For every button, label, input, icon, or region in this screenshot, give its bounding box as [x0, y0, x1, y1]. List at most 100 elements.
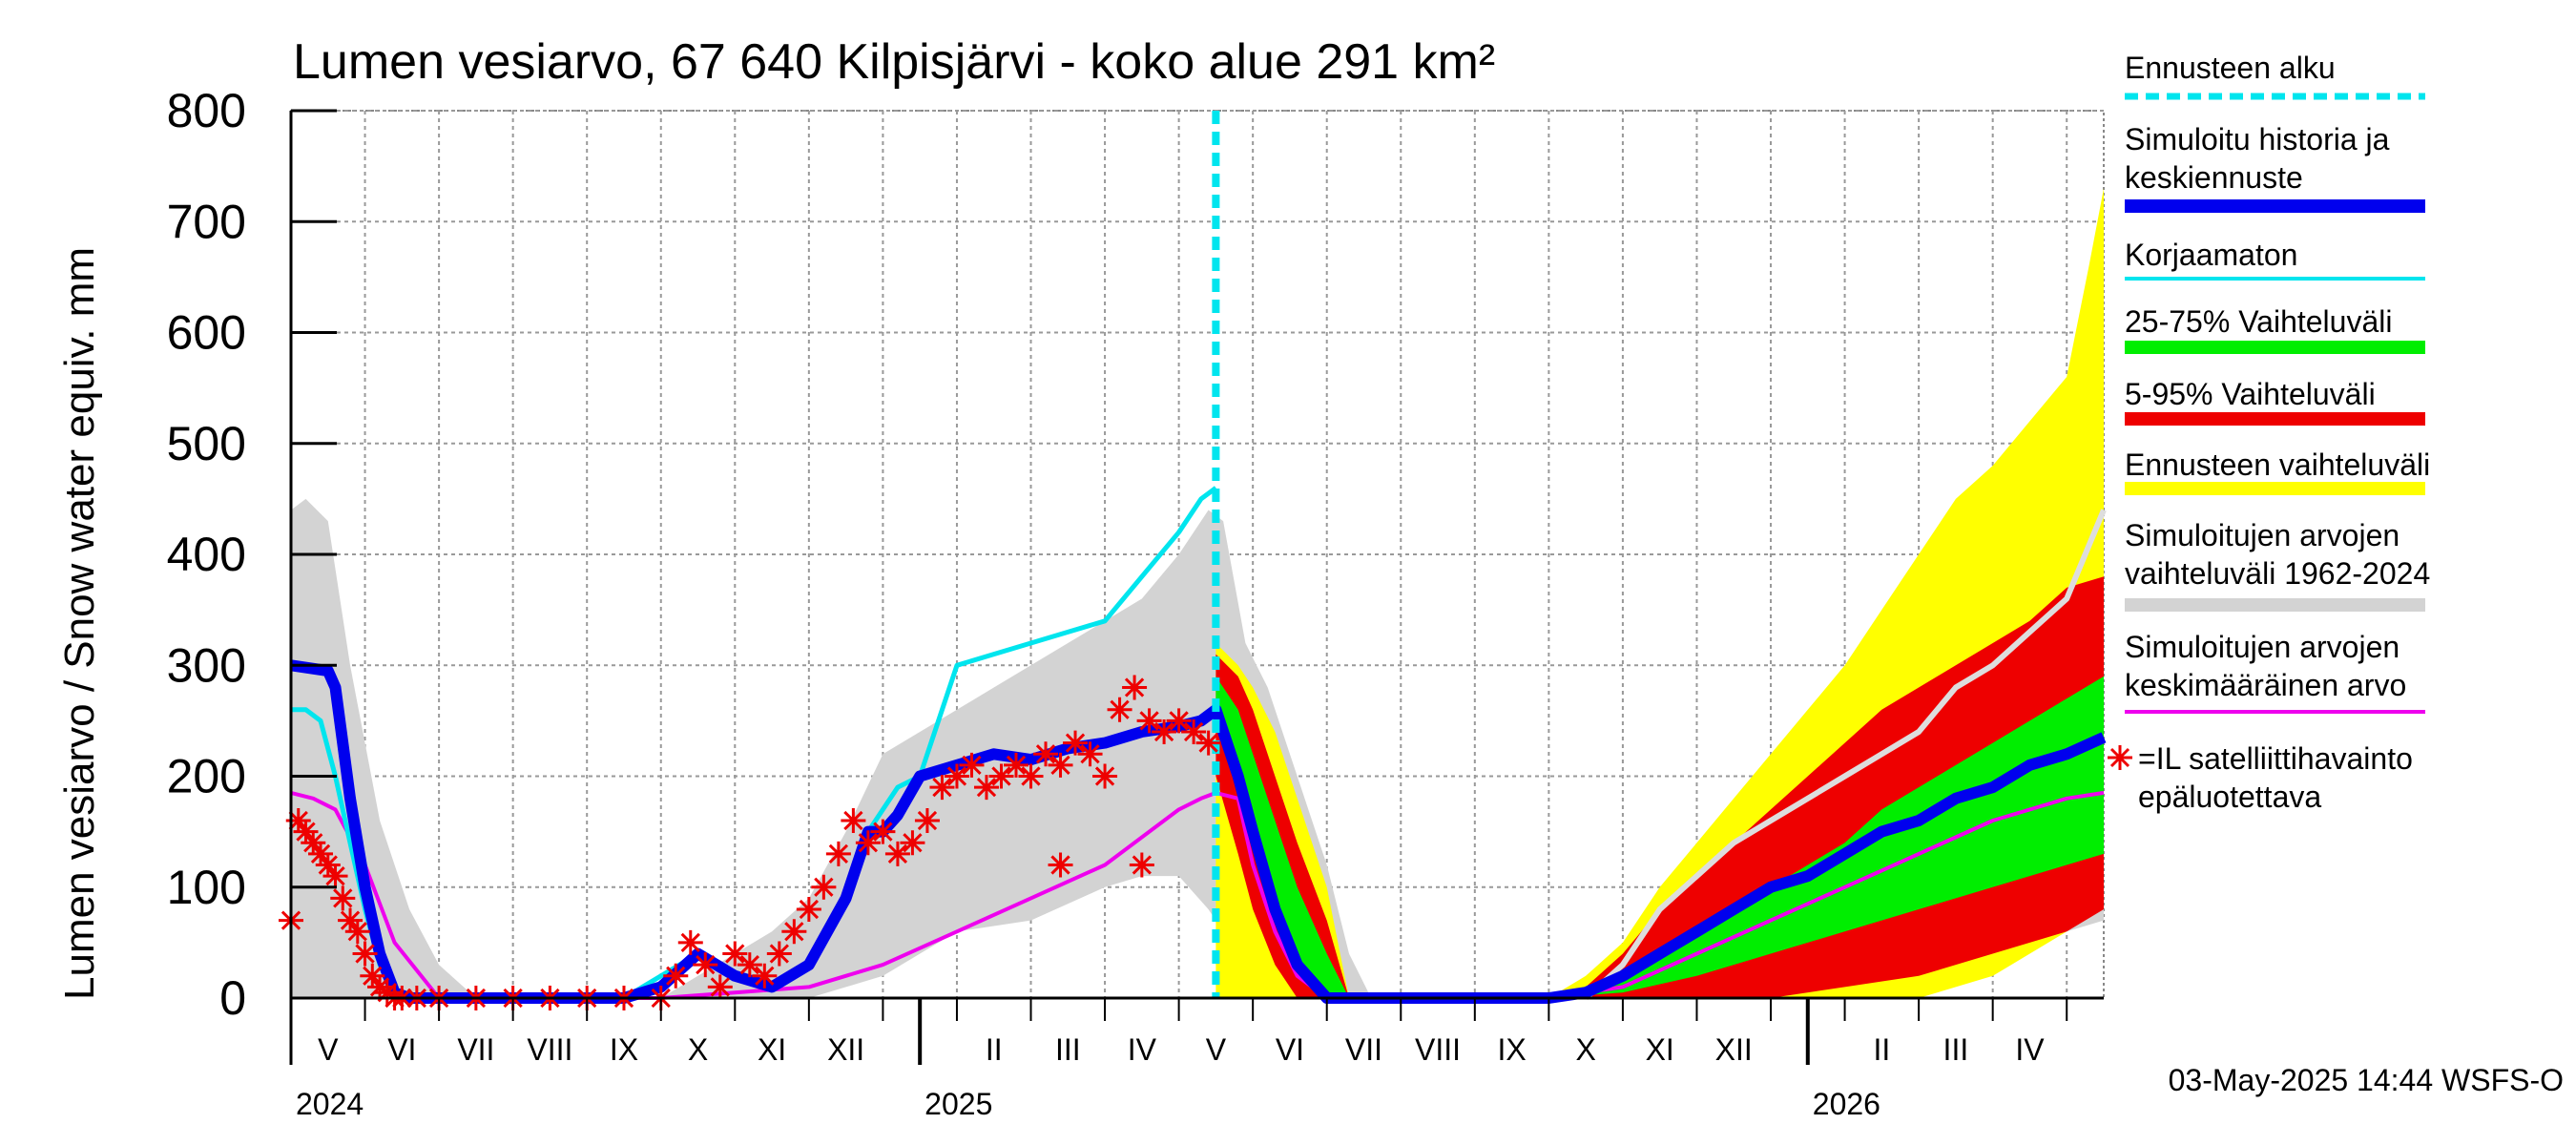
legend-label: Simuloitujen arvojen	[2125, 518, 2399, 552]
satellite-observation-point	[870, 819, 896, 844]
month-label: IX	[610, 1032, 638, 1067]
y-tick-label: 500	[167, 417, 246, 470]
legend-label: 25-75% Vaihteluväli	[2125, 304, 2392, 339]
y-tick-label: 0	[219, 971, 246, 1025]
y-tick-label: 100	[167, 861, 246, 914]
month-label: V	[318, 1032, 339, 1067]
satellite-observation-point	[322, 864, 348, 889]
y-axis-label: Lumen vesiarvo / Snow water equiv. mm	[56, 247, 103, 1000]
satellite-observation-point	[1166, 708, 1192, 734]
month-label: VI	[1276, 1032, 1304, 1067]
historical-upper-line-2026	[1584, 509, 2107, 1001]
month-label: VI	[387, 1032, 416, 1067]
satellite-observation-point	[352, 941, 378, 967]
legend-label: Ennusteen alku	[2125, 51, 2336, 85]
month-label: VIII	[1415, 1032, 1461, 1067]
satellite-observation-point	[308, 841, 334, 866]
satellite-observation-point	[841, 808, 866, 833]
satellite-observation-point	[988, 763, 1014, 789]
satellite-observation-point	[929, 775, 955, 801]
month-label: IV	[1128, 1032, 1157, 1067]
year-label: 2024	[296, 1087, 364, 1121]
y-tick-label: 600	[167, 306, 246, 360]
satellite-observation-point	[973, 775, 999, 801]
satellite-observation-point	[737, 952, 762, 978]
month-label: VIII	[527, 1032, 572, 1067]
month-label: XII	[1715, 1032, 1753, 1067]
satellite-observation-point	[707, 974, 733, 1000]
satellite-observation-point	[338, 907, 364, 933]
satellite-observation-point	[796, 897, 821, 922]
p25-75-range-area	[1215, 676, 2104, 998]
satellite-observation-point	[722, 941, 748, 967]
satellite-observation-point	[285, 808, 311, 833]
y-tick-label: 400	[167, 528, 246, 581]
month-label: XI	[758, 1032, 786, 1067]
grid	[290, 110, 2105, 999]
chart-title: Lumen vesiarvo, 67 640 Kilpisjärvi - kok…	[293, 34, 1495, 90]
timestamp: 03-May-2025 14:44 WSFS-O	[2169, 1063, 2564, 1097]
satellite-observation-point	[293, 819, 319, 844]
satellite-observation-point	[766, 941, 792, 967]
legend-label: keskimääräinen arvo	[2125, 668, 2406, 702]
satellite-observation-point	[1152, 719, 1177, 744]
month-label: IV	[2015, 1032, 2045, 1067]
month-label: XII	[827, 1032, 864, 1067]
month-label: III	[1943, 1032, 1969, 1067]
satellite-observation-point	[959, 752, 985, 778]
y-tick-label: 200	[167, 750, 246, 803]
satellite-observation-point	[900, 830, 925, 856]
month-label: V	[1206, 1032, 1227, 1067]
satellite-observation-point	[781, 919, 807, 945]
legend-label: keskiennuste	[2125, 160, 2303, 195]
month-label: II	[1873, 1032, 1890, 1067]
satellite-observation-point	[330, 885, 356, 911]
month-label: II	[986, 1032, 1003, 1067]
satellite-observation-point	[663, 963, 689, 989]
satellite-observation-point	[1033, 741, 1059, 767]
satellite-observation-point	[1122, 675, 1148, 700]
month-label: VII	[457, 1032, 494, 1067]
legend-label: Ennusteen vaihteluväli	[2125, 448, 2430, 482]
month-label: X	[1575, 1032, 1595, 1067]
legend-label: 5-95% Vaihteluväli	[2125, 377, 2376, 411]
satellite-observation-point	[1048, 752, 1073, 778]
year-label: 2026	[1813, 1087, 1880, 1121]
legend: Ennusteen alku Simuloitu historia ja keski…	[2108, 51, 2430, 814]
satellite-observation-point	[1195, 730, 1221, 756]
satellite-observation-point	[1077, 741, 1103, 767]
month-label: X	[688, 1032, 708, 1067]
legend-label: =IL satelliittihavainto	[2138, 741, 2413, 776]
satellite-observation-point	[752, 963, 778, 989]
legend-label: epäluotettava	[2138, 780, 2321, 814]
satellite-observation-point	[825, 841, 851, 866]
legend-label: Korjaamaton	[2125, 238, 2297, 272]
satellite-observation-point	[1107, 697, 1132, 722]
legend-label: Simuloitu historia ja	[2125, 122, 2390, 156]
y-tick-label: 700	[167, 195, 246, 248]
satellite-observation-point	[1129, 852, 1154, 878]
legend-label: vaihteluväli 1962-2024	[2125, 556, 2430, 591]
y-tick-label: 800	[167, 84, 246, 137]
satellite-observation-point	[344, 919, 370, 945]
satellite-observation-point	[1018, 763, 1044, 789]
satellite-observation-point	[360, 963, 385, 989]
y-tick-label: 300	[167, 638, 246, 692]
satellite-observation-point	[677, 929, 703, 955]
satellite-observation-point	[315, 852, 341, 878]
range-areas	[291, 188, 2104, 998]
satellite-observation-point	[1063, 730, 1089, 756]
month-label: IX	[1497, 1032, 1526, 1067]
satellite-observation-point	[1048, 852, 1073, 878]
month-label: III	[1055, 1032, 1081, 1067]
satellite-observation-point	[1136, 708, 1162, 734]
satellite-observation-point	[1181, 719, 1207, 744]
satellite-observation-point	[1092, 763, 1118, 789]
satellite-observation-point	[914, 808, 940, 833]
legend-star-marker	[2108, 745, 2132, 770]
satellite-observation-point	[1004, 752, 1028, 778]
satellite-observation-point	[301, 830, 326, 856]
legend-label: Simuloitujen arvojen	[2125, 630, 2399, 664]
